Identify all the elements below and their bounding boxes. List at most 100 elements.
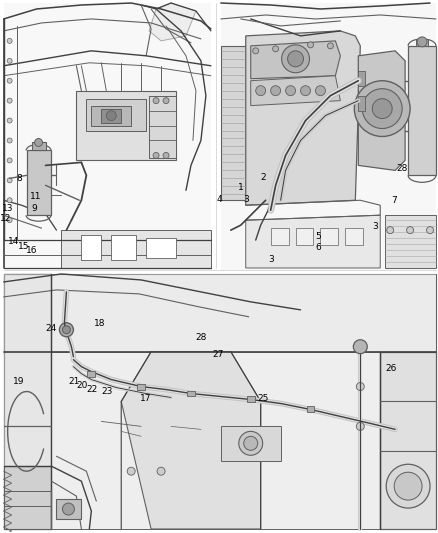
Text: 28: 28 (396, 164, 408, 173)
Circle shape (286, 86, 296, 95)
Circle shape (7, 217, 12, 223)
Polygon shape (358, 71, 365, 86)
Circle shape (256, 86, 266, 95)
Text: 19: 19 (13, 377, 24, 386)
Circle shape (239, 431, 263, 455)
Polygon shape (296, 228, 314, 245)
Circle shape (354, 80, 410, 136)
Circle shape (106, 111, 116, 120)
Bar (247, 397, 255, 402)
Circle shape (362, 88, 402, 128)
Circle shape (153, 98, 159, 103)
Text: 13: 13 (2, 204, 14, 213)
Polygon shape (86, 99, 146, 131)
Polygon shape (4, 466, 52, 529)
Circle shape (357, 422, 364, 430)
Circle shape (307, 42, 314, 48)
Polygon shape (4, 274, 52, 529)
Text: 8: 8 (16, 174, 22, 182)
Bar (307, 407, 314, 413)
Circle shape (328, 43, 333, 49)
Text: 21: 21 (68, 377, 79, 386)
Text: 9: 9 (31, 205, 37, 213)
Circle shape (7, 178, 12, 183)
Polygon shape (81, 235, 101, 260)
Polygon shape (4, 274, 436, 529)
Circle shape (353, 340, 367, 354)
Polygon shape (101, 109, 121, 123)
Polygon shape (246, 215, 380, 268)
Polygon shape (385, 215, 436, 268)
Polygon shape (416, 39, 428, 46)
Polygon shape (27, 150, 52, 215)
Circle shape (387, 227, 394, 233)
Text: 26: 26 (385, 364, 396, 373)
Circle shape (63, 503, 74, 515)
Text: 1: 1 (237, 183, 243, 192)
Polygon shape (251, 76, 340, 106)
Polygon shape (221, 3, 436, 270)
Text: 22: 22 (86, 385, 97, 394)
Circle shape (127, 467, 135, 475)
Circle shape (163, 98, 169, 103)
Text: 14: 14 (7, 237, 19, 246)
Polygon shape (358, 95, 365, 111)
Polygon shape (358, 51, 405, 171)
Text: 18: 18 (94, 319, 105, 328)
Circle shape (386, 464, 430, 508)
Text: 3: 3 (243, 195, 249, 204)
Polygon shape (4, 3, 211, 270)
Text: 23: 23 (101, 386, 113, 395)
Polygon shape (76, 91, 176, 160)
Circle shape (7, 58, 12, 63)
Polygon shape (4, 274, 436, 352)
Circle shape (7, 38, 12, 43)
Circle shape (7, 198, 12, 203)
Circle shape (288, 51, 304, 67)
Polygon shape (380, 352, 436, 529)
Text: 28: 28 (196, 333, 207, 342)
Text: 3: 3 (268, 255, 274, 264)
Polygon shape (408, 46, 436, 175)
Circle shape (406, 227, 413, 233)
Circle shape (7, 78, 12, 83)
Bar (87, 370, 95, 377)
Circle shape (417, 37, 427, 47)
Text: 15: 15 (18, 242, 29, 251)
Polygon shape (149, 3, 196, 41)
Circle shape (7, 158, 12, 163)
Circle shape (357, 383, 364, 391)
Text: 6: 6 (315, 243, 321, 252)
Text: 5: 5 (315, 232, 321, 240)
Circle shape (315, 86, 325, 95)
Bar (187, 391, 195, 397)
Polygon shape (221, 46, 246, 200)
Circle shape (244, 437, 258, 450)
Polygon shape (52, 352, 380, 529)
Text: 16: 16 (26, 246, 37, 255)
Circle shape (35, 139, 42, 147)
Circle shape (7, 138, 12, 143)
Text: 11: 11 (30, 192, 41, 201)
Circle shape (157, 467, 165, 475)
Polygon shape (251, 41, 340, 79)
Circle shape (7, 118, 12, 123)
Text: 27: 27 (212, 350, 223, 359)
Polygon shape (149, 95, 176, 158)
Polygon shape (271, 228, 289, 245)
Polygon shape (92, 106, 131, 126)
Text: 4: 4 (217, 195, 223, 204)
Polygon shape (321, 228, 339, 245)
Text: 20: 20 (76, 381, 88, 390)
Polygon shape (146, 238, 176, 258)
Polygon shape (221, 426, 281, 461)
Text: 2: 2 (261, 173, 266, 182)
Polygon shape (121, 352, 261, 529)
Circle shape (427, 227, 434, 233)
Circle shape (60, 323, 74, 337)
Text: 7: 7 (392, 196, 397, 205)
Polygon shape (32, 142, 46, 150)
Text: 17: 17 (140, 393, 152, 402)
Text: 24: 24 (46, 324, 57, 333)
Circle shape (282, 45, 310, 72)
